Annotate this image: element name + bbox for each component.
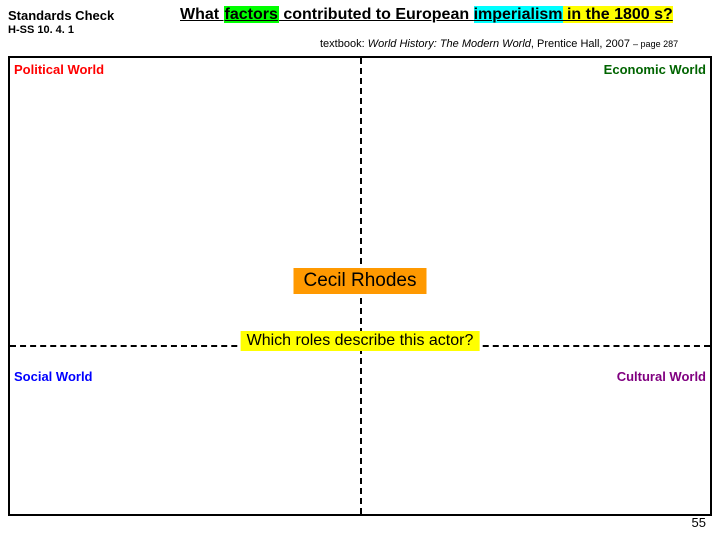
textbook-page: – page 287 — [633, 39, 678, 49]
standard-code: H-SS 10. 4. 1 — [8, 24, 74, 36]
roles-question: Which roles describe this actor? — [241, 331, 480, 351]
actor-name: Cecil Rhodes — [294, 268, 427, 294]
question-pre: What — [180, 6, 224, 23]
textbook-label: textbook: — [320, 38, 368, 50]
question-post: in the 1800 s? — [563, 6, 673, 23]
quadrant-economic: Economic World — [604, 62, 706, 77]
question-word-imperialism: imperialism — [474, 6, 563, 23]
textbook-pub: , Prentice Hall, 2007 — [531, 38, 633, 50]
standards-check-title: Standards Check — [8, 8, 114, 23]
quadrant-frame: Political World Economic World Social Wo… — [8, 56, 712, 516]
question-mid: contributed to European — [279, 6, 474, 23]
question-word-factors: factors — [224, 6, 279, 23]
quadrant-political: Political World — [14, 62, 104, 77]
page-number: 55 — [692, 515, 706, 530]
textbook-citation: textbook: World History: The Modern Worl… — [320, 38, 678, 50]
main-question: What factors contributed to European imp… — [180, 6, 673, 24]
quadrant-cultural: Cultural World — [617, 369, 706, 384]
quadrant-social: Social World — [14, 369, 93, 384]
textbook-name: World History: The Modern World — [368, 38, 531, 50]
